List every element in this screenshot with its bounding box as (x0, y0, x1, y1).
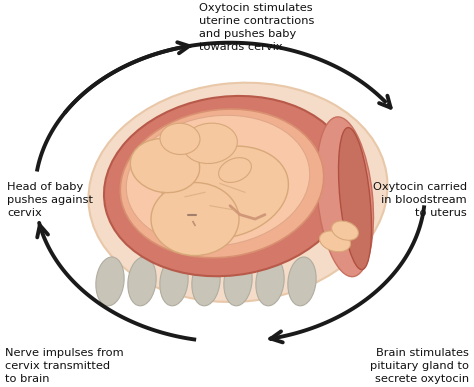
Ellipse shape (162, 146, 288, 239)
Ellipse shape (151, 183, 239, 255)
Ellipse shape (182, 123, 237, 164)
Ellipse shape (317, 117, 374, 277)
Ellipse shape (160, 123, 200, 154)
Ellipse shape (224, 257, 252, 306)
Ellipse shape (89, 83, 388, 302)
Ellipse shape (219, 158, 251, 182)
Text: Nerve impulses from
cervix transmitted
to brain: Nerve impulses from cervix transmitted t… (5, 348, 123, 384)
Ellipse shape (319, 231, 350, 252)
Ellipse shape (160, 257, 188, 306)
Ellipse shape (256, 257, 284, 306)
Text: Oxytocin carried
in bloodstream
to uterus: Oxytocin carried in bloodstream to uteru… (373, 182, 467, 218)
Text: Oxytocin stimulates
uterine contractions
and pushes baby
towards cervix: Oxytocin stimulates uterine contractions… (199, 3, 314, 52)
Ellipse shape (128, 257, 156, 306)
Ellipse shape (338, 128, 372, 270)
Ellipse shape (104, 96, 352, 276)
Ellipse shape (288, 257, 316, 306)
Ellipse shape (192, 257, 220, 306)
Ellipse shape (120, 109, 324, 258)
Text: Head of baby
pushes against
cervix: Head of baby pushes against cervix (7, 182, 93, 218)
Text: Brain stimulates
pituitary gland to
secrete oxytocin: Brain stimulates pituitary gland to secr… (370, 348, 469, 384)
Ellipse shape (332, 221, 358, 240)
Ellipse shape (126, 115, 310, 246)
Ellipse shape (130, 139, 200, 193)
Ellipse shape (96, 257, 124, 306)
